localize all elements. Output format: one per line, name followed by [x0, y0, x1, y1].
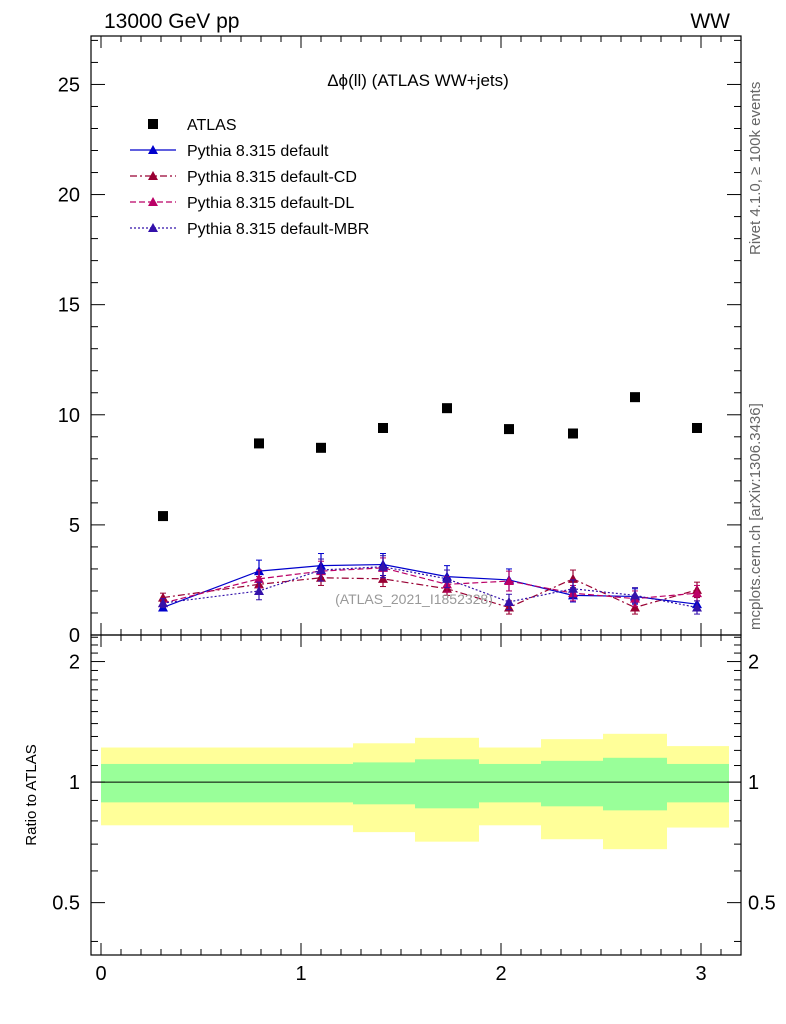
x-tick-label: 2 — [495, 963, 506, 985]
x-tick-label: 0 — [95, 963, 106, 985]
legend-marker — [148, 223, 158, 232]
ratio-inner-band — [667, 763, 729, 803]
atlas-data-point — [316, 442, 326, 453]
ratio-y-axis-label: Ratio to ATLAS — [23, 744, 40, 845]
y-tick-label: 0 — [69, 625, 80, 647]
header-left-label: 13000 GeV pp — [104, 10, 239, 33]
y-tick-label: 20 — [58, 185, 80, 207]
series-point — [568, 583, 578, 593]
series-point — [692, 602, 702, 612]
legend-marker — [148, 197, 158, 206]
atlas-data-point — [254, 438, 264, 449]
series-point — [254, 585, 264, 595]
ratio-y-tick-label: 2 — [69, 652, 80, 674]
legend-marker — [148, 171, 158, 180]
ratio-inner-band — [353, 762, 415, 805]
ratio-y-tick-label-right: 0.5 — [748, 893, 776, 915]
ratio-y-tick-label: 1 — [69, 772, 80, 794]
x-tick-label: 1 — [295, 963, 306, 985]
source-label: mcplots.cern.ch [arXiv:1306.3436] — [747, 403, 764, 630]
ratio-inner-band — [415, 759, 479, 809]
atlas-data-point — [158, 511, 168, 522]
y-tick-label: 10 — [58, 405, 80, 427]
y-tick-label: 15 — [58, 295, 80, 317]
legend-marker — [148, 145, 158, 154]
ratio-y-tick-label-right: 2 — [748, 652, 759, 674]
series-point — [254, 573, 264, 583]
atlas-data-point — [378, 422, 388, 433]
ratio-y-tick-label-right: 1 — [748, 772, 759, 794]
atlas-data-point — [442, 403, 452, 414]
analysis-watermark: (ATLAS_2021_I1852328) — [335, 591, 493, 607]
series-point — [158, 598, 168, 608]
ratio-inner-band — [291, 763, 353, 803]
legend-marker-atlas — [148, 119, 158, 129]
y-tick-label: 5 — [69, 515, 80, 537]
atlas-data-point — [630, 392, 640, 403]
rivet-version-label: Rivet 4.1.0, ≥ 100k events — [747, 82, 764, 255]
legend-label: ATLAS — [187, 117, 237, 134]
series-point — [442, 573, 452, 583]
atlas-data-point — [568, 428, 578, 439]
legend-label: Pythia 8.315 default-DL — [187, 195, 354, 212]
x-tick-label: 3 — [695, 963, 706, 985]
ratio-plot-frame — [90, 634, 742, 956]
legend-label: Pythia 8.315 default-CD — [187, 169, 357, 186]
series-point — [158, 592, 168, 602]
series-point — [316, 565, 326, 575]
atlas-data-point — [504, 424, 514, 435]
ratio-inner-band — [101, 763, 291, 803]
series-point — [630, 602, 640, 612]
y-tick-label: 25 — [58, 74, 80, 96]
ratio-y-tick-label: 0.5 — [52, 893, 80, 915]
series-point — [568, 573, 578, 583]
series-point — [378, 561, 388, 571]
ratio-inner-band — [603, 757, 667, 811]
header-right-label: WW — [690, 10, 730, 33]
ratio-inner-band — [541, 760, 603, 807]
series-point — [504, 576, 514, 586]
series-point — [504, 596, 514, 606]
series-point — [630, 590, 640, 600]
series-point — [692, 588, 702, 598]
legend-label: Pythia 8.315 default-MBR — [187, 221, 369, 238]
chart-title: Δϕ(ll) (ATLAS WW+jets) — [327, 71, 509, 90]
atlas-data-point — [692, 422, 702, 433]
legend-label: Pythia 8.315 default — [187, 143, 329, 160]
ratio-inner-band — [479, 763, 541, 803]
series-point — [378, 573, 388, 583]
